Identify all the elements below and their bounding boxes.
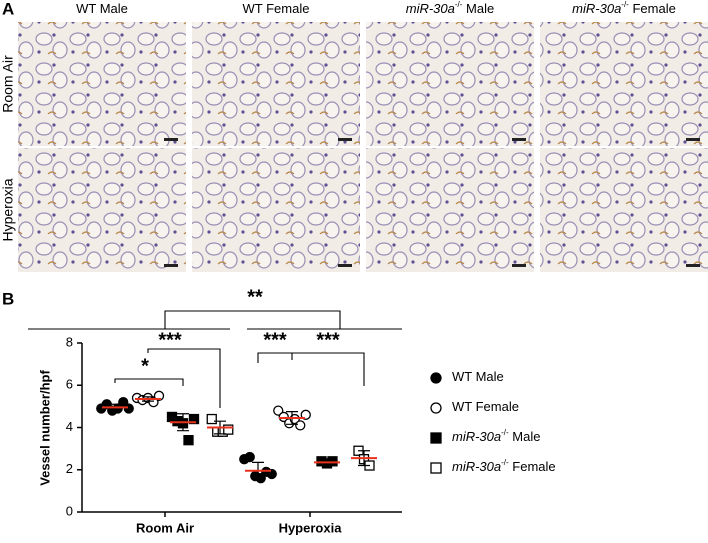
gene: miR-30a (572, 1, 621, 16)
micrograph (18, 148, 186, 272)
label-text: Male (509, 429, 541, 444)
y-tick-label: 6 (66, 377, 73, 392)
column-header: WT Male (76, 1, 128, 16)
micrograph (192, 22, 360, 146)
column-header: WT Female (243, 1, 310, 16)
data-point (295, 420, 306, 431)
data-point (327, 456, 338, 467)
data-point (183, 435, 194, 446)
significance-label: *** (263, 329, 287, 351)
micrograph (18, 22, 186, 146)
label-text: Male (462, 1, 494, 16)
label-text: Female (509, 459, 556, 474)
bracket (257, 352, 293, 363)
data-point (206, 413, 217, 425)
y-tick-label: 4 (66, 419, 73, 434)
y-tick-label: 2 (66, 461, 73, 476)
panel-label: B (2, 289, 14, 308)
label-text: WT Female (452, 399, 519, 414)
data-point (188, 413, 200, 425)
bracket (28, 310, 402, 330)
superscript: -/- (621, 0, 629, 9)
gene: miR-30a (452, 459, 501, 474)
x-tick-label: Hyperoxia (279, 520, 343, 535)
y-axis-label: Vessel number/hpf (37, 370, 52, 486)
significance-label: *** (316, 329, 340, 351)
micrograph (540, 22, 708, 146)
scale-bar (164, 138, 178, 141)
scale-bar (686, 138, 700, 141)
micrograph (366, 22, 534, 146)
x-tick-label: Room Air (136, 520, 194, 535)
scale-bar (338, 264, 352, 267)
bracket (114, 378, 184, 386)
panel-label: A (2, 0, 14, 18)
bracket (292, 352, 365, 386)
significance-label: ** (247, 286, 263, 308)
bracket (147, 348, 221, 408)
column-header: miR-30a-/- Male (406, 0, 494, 16)
significance-label: * (141, 355, 149, 377)
scale-bar (338, 138, 352, 141)
gene: miR-30a (406, 1, 455, 16)
scale-bar (512, 138, 526, 141)
scale-bar (686, 264, 700, 267)
legend-marker (430, 372, 442, 384)
superscript: -/- (501, 428, 509, 437)
scale-bar (512, 264, 526, 267)
micrograph (366, 148, 534, 272)
data-point (278, 411, 289, 423)
superscript: -/- (501, 458, 509, 467)
row-label: Room Air (0, 55, 16, 113)
y-tick-label: 8 (66, 334, 73, 349)
legend-label: miR-30a-/- Female (452, 458, 556, 474)
label-text: Female (629, 1, 676, 16)
legend-marker (430, 402, 442, 414)
y-tick-label: 0 (66, 503, 73, 518)
data-point (244, 451, 255, 463)
data-point (223, 424, 234, 435)
superscript: -/- (455, 0, 463, 9)
legend-label: miR-30a-/- Male (452, 428, 540, 444)
row-label: Hyperoxia (0, 178, 16, 241)
legend-label: WT Female (452, 399, 519, 414)
column-header: miR-30a-/- Female (572, 0, 676, 16)
data-point (123, 403, 134, 414)
label-text: WT Male (76, 1, 128, 16)
label-text: WT Female (243, 1, 310, 16)
legend-label: WT Male (452, 369, 504, 384)
micrograph (192, 148, 360, 272)
label-text: WT Male (452, 369, 504, 384)
legend-marker (430, 432, 442, 444)
data-point (273, 405, 284, 416)
micrograph (540, 148, 708, 272)
panel-a: A (2, 0, 14, 18)
significance-label: *** (158, 329, 182, 351)
scale-bar (164, 264, 178, 267)
gene: miR-30a (452, 429, 501, 444)
legend-marker (430, 462, 442, 474)
